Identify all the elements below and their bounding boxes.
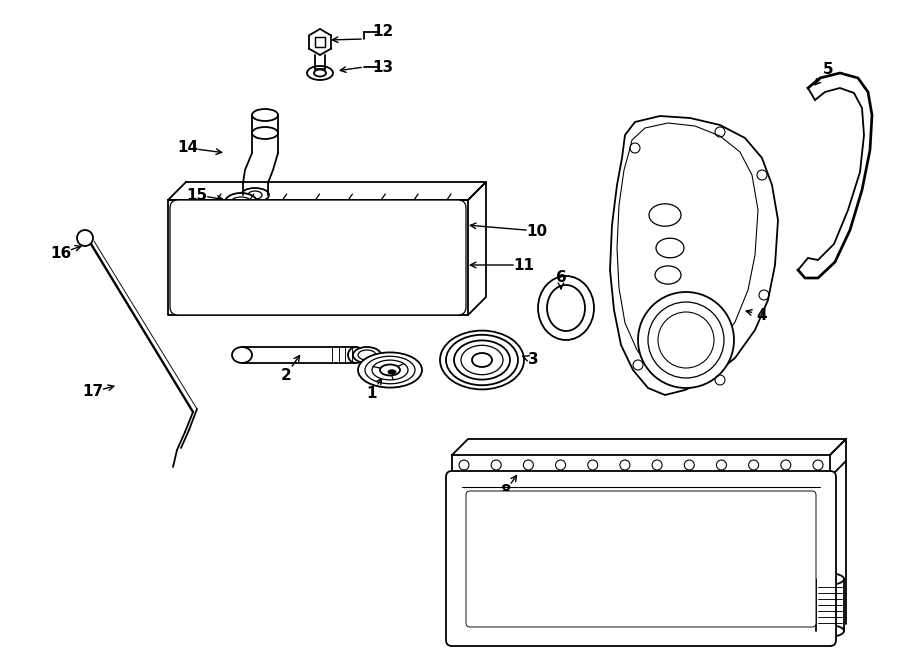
Ellipse shape — [649, 204, 681, 226]
Ellipse shape — [656, 238, 684, 258]
Ellipse shape — [232, 347, 252, 363]
Text: 13: 13 — [373, 59, 393, 75]
PathPatch shape — [610, 116, 778, 395]
Text: 15: 15 — [186, 188, 208, 202]
Text: 12: 12 — [373, 24, 393, 40]
FancyBboxPatch shape — [446, 471, 836, 646]
Ellipse shape — [440, 330, 524, 389]
Text: 16: 16 — [50, 245, 72, 260]
Text: 14: 14 — [177, 141, 199, 155]
Text: 4: 4 — [757, 307, 768, 323]
PathPatch shape — [617, 123, 758, 374]
FancyBboxPatch shape — [170, 200, 466, 315]
Text: 10: 10 — [526, 223, 547, 239]
Ellipse shape — [225, 193, 257, 211]
Ellipse shape — [353, 347, 381, 363]
Text: 17: 17 — [83, 385, 104, 399]
Ellipse shape — [816, 625, 844, 637]
Ellipse shape — [816, 573, 844, 584]
Circle shape — [638, 292, 734, 388]
Text: 9: 9 — [792, 615, 802, 629]
Ellipse shape — [348, 347, 364, 363]
Ellipse shape — [538, 276, 594, 340]
Ellipse shape — [388, 369, 396, 374]
Text: 7: 7 — [482, 537, 493, 551]
Text: 3: 3 — [527, 352, 538, 368]
Ellipse shape — [252, 109, 278, 121]
Text: 6: 6 — [555, 270, 566, 284]
Text: 1: 1 — [367, 385, 377, 401]
Text: 5: 5 — [823, 63, 833, 77]
Text: 8: 8 — [500, 485, 510, 500]
Ellipse shape — [241, 188, 269, 202]
Ellipse shape — [358, 352, 422, 387]
FancyBboxPatch shape — [466, 491, 816, 627]
Ellipse shape — [655, 266, 681, 284]
Text: 2: 2 — [281, 368, 292, 383]
Text: 11: 11 — [514, 258, 535, 272]
